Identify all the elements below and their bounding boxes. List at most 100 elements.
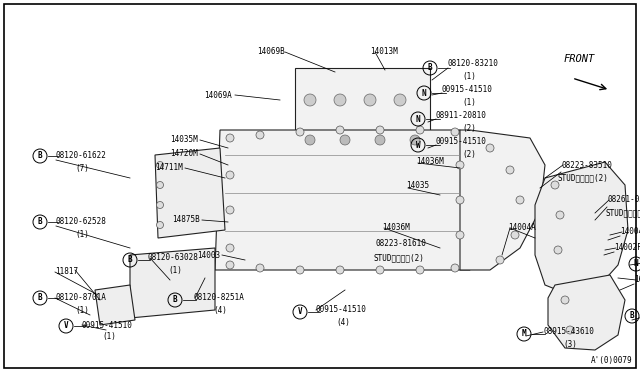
Text: 08120-8251A: 08120-8251A bbox=[193, 294, 244, 302]
Text: 11817: 11817 bbox=[55, 267, 78, 276]
Text: 08223-81610: 08223-81610 bbox=[376, 238, 427, 247]
Circle shape bbox=[410, 135, 420, 145]
Text: 08120-62528: 08120-62528 bbox=[55, 218, 106, 227]
Text: 08120-8701A: 08120-8701A bbox=[55, 294, 106, 302]
Text: (1): (1) bbox=[168, 266, 182, 275]
Polygon shape bbox=[535, 162, 628, 295]
Text: 14069A: 14069A bbox=[204, 90, 232, 99]
Text: (1): (1) bbox=[462, 97, 476, 106]
Circle shape bbox=[511, 231, 519, 239]
Text: 14004A: 14004A bbox=[508, 224, 536, 232]
Text: 08911-20810: 08911-20810 bbox=[436, 112, 487, 121]
Text: STUDスタッド(6): STUDスタッド(6) bbox=[605, 208, 640, 218]
Circle shape bbox=[256, 264, 264, 272]
Circle shape bbox=[334, 94, 346, 106]
Circle shape bbox=[226, 134, 234, 142]
Circle shape bbox=[296, 266, 304, 274]
Text: B: B bbox=[428, 64, 432, 73]
Text: 14720M: 14720M bbox=[170, 150, 198, 158]
Circle shape bbox=[451, 128, 459, 136]
Circle shape bbox=[416, 126, 424, 134]
Circle shape bbox=[376, 266, 384, 274]
Circle shape bbox=[554, 246, 562, 254]
Text: W: W bbox=[416, 141, 420, 150]
Text: 08261-03010: 08261-03010 bbox=[607, 196, 640, 205]
Text: B: B bbox=[38, 218, 42, 227]
Polygon shape bbox=[215, 130, 470, 270]
Circle shape bbox=[556, 211, 564, 219]
Text: B: B bbox=[128, 256, 132, 264]
Text: 14002F: 14002F bbox=[614, 244, 640, 253]
Text: (7): (7) bbox=[75, 164, 89, 173]
Text: B: B bbox=[173, 295, 177, 305]
Circle shape bbox=[157, 161, 163, 169]
Polygon shape bbox=[155, 148, 225, 238]
Text: 14711M: 14711M bbox=[156, 164, 183, 173]
Text: 14035: 14035 bbox=[406, 182, 429, 190]
Circle shape bbox=[340, 135, 350, 145]
Circle shape bbox=[506, 166, 514, 174]
Circle shape bbox=[226, 261, 234, 269]
Circle shape bbox=[456, 161, 464, 169]
Circle shape bbox=[561, 296, 569, 304]
Text: FRONT: FRONT bbox=[564, 54, 595, 64]
Text: STUDスタッド(2): STUDスタッド(2) bbox=[374, 253, 425, 263]
Text: (1): (1) bbox=[75, 305, 89, 314]
Text: 00915-41510: 00915-41510 bbox=[316, 305, 367, 314]
Text: (1): (1) bbox=[462, 71, 476, 80]
Text: (1): (1) bbox=[75, 230, 89, 238]
Circle shape bbox=[336, 126, 344, 134]
Text: 08223-83510: 08223-83510 bbox=[561, 160, 612, 170]
Circle shape bbox=[375, 135, 385, 145]
Text: 00915-41510: 00915-41510 bbox=[436, 138, 487, 147]
Circle shape bbox=[226, 244, 234, 252]
Circle shape bbox=[157, 202, 163, 208]
Circle shape bbox=[456, 231, 464, 239]
Circle shape bbox=[516, 196, 524, 204]
Text: B: B bbox=[630, 311, 634, 321]
Text: M: M bbox=[522, 330, 526, 339]
Text: 14036M: 14036M bbox=[382, 224, 410, 232]
Circle shape bbox=[256, 131, 264, 139]
Text: (3): (3) bbox=[563, 340, 577, 349]
Circle shape bbox=[376, 126, 384, 134]
Circle shape bbox=[226, 206, 234, 214]
Text: 14035M: 14035M bbox=[170, 135, 198, 144]
Text: 00915-41510: 00915-41510 bbox=[82, 321, 133, 330]
Text: 08915-43610: 08915-43610 bbox=[543, 327, 594, 337]
Circle shape bbox=[486, 144, 494, 152]
Text: 14004: 14004 bbox=[620, 228, 640, 237]
Circle shape bbox=[157, 182, 163, 189]
Text: (4): (4) bbox=[213, 305, 227, 314]
Circle shape bbox=[416, 266, 424, 274]
Polygon shape bbox=[548, 275, 625, 350]
Text: 14069B: 14069B bbox=[257, 48, 285, 57]
Text: A'(0)0079: A'(0)0079 bbox=[590, 356, 632, 365]
Text: B: B bbox=[38, 294, 42, 302]
Polygon shape bbox=[95, 285, 135, 325]
Circle shape bbox=[304, 94, 316, 106]
Text: V: V bbox=[298, 308, 302, 317]
Circle shape bbox=[364, 94, 376, 106]
Circle shape bbox=[456, 196, 464, 204]
Text: 00915-41510: 00915-41510 bbox=[442, 86, 493, 94]
Circle shape bbox=[566, 326, 574, 334]
Circle shape bbox=[296, 128, 304, 136]
Circle shape bbox=[226, 171, 234, 179]
Text: V: V bbox=[64, 321, 68, 330]
Circle shape bbox=[157, 221, 163, 228]
Circle shape bbox=[305, 135, 315, 145]
Text: N: N bbox=[634, 260, 638, 269]
Text: B: B bbox=[38, 151, 42, 160]
Text: N: N bbox=[422, 89, 426, 97]
Text: 16590M: 16590M bbox=[634, 276, 640, 285]
Circle shape bbox=[551, 181, 559, 189]
Text: 14875B: 14875B bbox=[172, 215, 200, 224]
Text: 08120-83210: 08120-83210 bbox=[448, 60, 499, 68]
Circle shape bbox=[496, 256, 504, 264]
Text: STUDスタッド(2): STUDスタッド(2) bbox=[558, 173, 609, 183]
Polygon shape bbox=[295, 68, 430, 155]
Text: 14036M: 14036M bbox=[416, 157, 444, 167]
Circle shape bbox=[451, 264, 459, 272]
Text: (1): (1) bbox=[102, 333, 116, 341]
